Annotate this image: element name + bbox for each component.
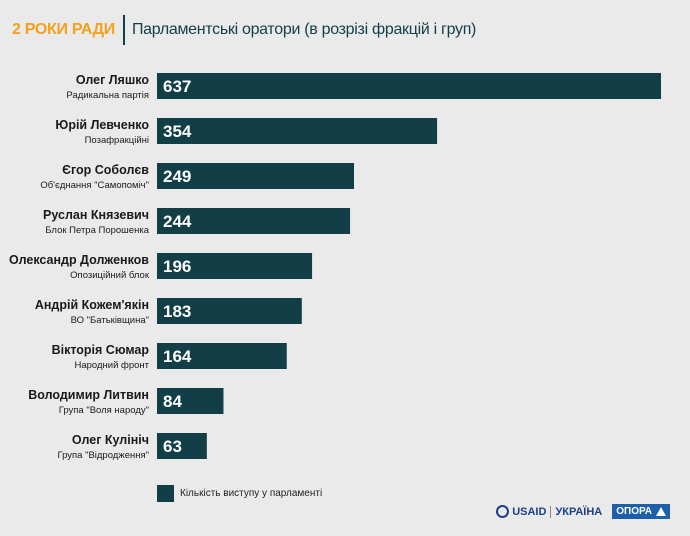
bar-value-label: 249 (163, 167, 191, 186)
speaker-name: Руслан Князевич (43, 208, 149, 222)
faction-label: ВО "Батьківщина" (71, 315, 149, 326)
bar (157, 208, 351, 234)
usaid-name: USAID (512, 505, 547, 518)
speaker-name: Олег Ляшко (76, 73, 150, 87)
bar (157, 163, 355, 189)
header-divider (122, 15, 125, 45)
bar-value-label: 84 (163, 392, 182, 411)
bar-value-label: 164 (163, 347, 192, 366)
usaid-logo: USAID УКРАЇНА (496, 505, 602, 518)
bar-value-label: 244 (163, 212, 192, 231)
faction-label: Група "Воля народу" (59, 405, 149, 416)
faction-label: Об'єднання "Самопоміч" (40, 180, 149, 191)
brand-label: 2 РОКИ РАДИ (12, 21, 115, 38)
speaker-name: Вікторія Сюмар (52, 343, 150, 357)
faction-label: Група "Відродження" (57, 450, 149, 461)
opora-name: ОПОРА (616, 506, 652, 517)
bar-value-label: 183 (163, 302, 191, 321)
speaker-name: Андрій Кожем'якін (35, 298, 149, 312)
opora-triangle-icon (656, 507, 666, 516)
chart-header: 2 РОКИ РАДИ Парламентські оратори (в роз… (12, 15, 476, 45)
bar (157, 73, 661, 99)
bar (157, 343, 287, 369)
usaid-separator (550, 505, 552, 518)
faction-label: Радикальна партія (66, 90, 149, 101)
opora-logo: ОПОРА (612, 504, 670, 519)
faction-label: Опозиційний блок (70, 270, 150, 281)
speaker-name: Володимир Литвин (28, 388, 149, 402)
speaker-name: Юрій Левченко (55, 118, 149, 132)
bar (157, 253, 313, 279)
bar (157, 388, 224, 414)
legend-swatch (157, 485, 174, 502)
bar (157, 298, 302, 324)
bar-value-label: 354 (163, 122, 192, 141)
bar-value-label: 196 (163, 257, 191, 276)
bar (157, 433, 207, 459)
faction-label: Народний фронт (74, 360, 149, 371)
usaid-country: УКРАЇНА (555, 505, 603, 518)
bar-value-label: 63 (163, 437, 182, 456)
legend: Кількість виступу у парламенті (157, 485, 322, 502)
legend-label: Кількість виступу у парламенті (180, 488, 323, 499)
bar-chart: 637 Олег Ляшко Радикальна партія 354 Юрій Ле… (9, 73, 661, 461)
bar (157, 118, 438, 144)
footer-logos: USAID УКРАЇНА ОПОРА (496, 504, 670, 519)
usaid-seal-icon (496, 505, 510, 518)
faction-label: Блок Петра Порошенка (45, 225, 149, 236)
speaker-name: Олександр Долженков (9, 253, 149, 267)
bar-value-label: 637 (163, 77, 191, 96)
speaker-name: Олег Кулініч (72, 433, 149, 447)
faction-label: Позафракційні (85, 135, 149, 146)
chart-title: Парламентські оратори (в розрізі фракцій… (131, 21, 477, 38)
speaker-name: Єгор Соболєв (62, 163, 149, 177)
